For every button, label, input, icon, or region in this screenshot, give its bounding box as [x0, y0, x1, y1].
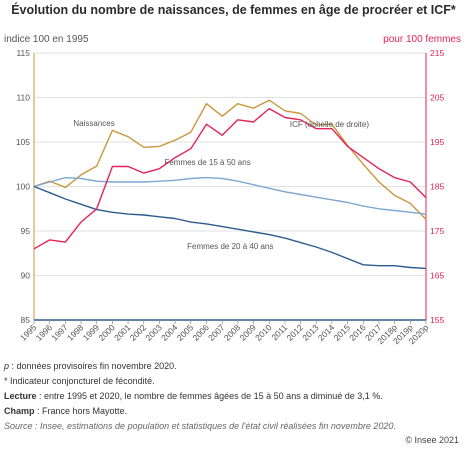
y-left-tick-label: 105 — [16, 137, 30, 147]
series-line-femmes — [33, 185, 427, 270]
y-left-tick-label: 100 — [16, 182, 30, 192]
y-right-tick-label: 205 — [430, 93, 444, 103]
y-right-tick-label: 175 — [430, 226, 444, 236]
chart-title: Évolution du nombre de naissances, de fe… — [11, 3, 456, 17]
y-right-tick-label: 215 — [430, 48, 444, 58]
y-left-tick-label: 95 — [21, 226, 31, 236]
note-provisional-symbol: p — [4, 361, 10, 371]
series-line-femmes — [33, 176, 427, 215]
note-champ-label: Champ — [4, 406, 35, 416]
right-axis-unit-label: pour 100 femmes — [383, 34, 461, 45]
note-provisional: p : données provisoires fin novembre 202… — [4, 361, 177, 371]
y-right-tick-label: 185 — [430, 182, 444, 192]
note-lecture: Lecture : entre 1995 et 2020, le nombre … — [4, 391, 383, 401]
grid-lines — [34, 52, 426, 321]
series-annotation: Femmes de 15 à 50 ans — [164, 158, 250, 167]
note-lecture-text: : entre 1995 et 2020, le nombre de femme… — [36, 391, 383, 401]
axes — [33, 53, 427, 324]
y-right-tick-label: 155 — [430, 315, 444, 325]
series-annotation: Femmes de 20 à 40 ans — [187, 242, 273, 251]
y-left-tick-label: 90 — [21, 271, 31, 281]
y-left-tick-label: 110 — [16, 93, 30, 103]
series-annotation: Naissances — [73, 119, 114, 128]
note-icf: * Indicateur conjoncturel de fécondité. — [4, 376, 155, 386]
note-lecture-label: Lecture — [4, 391, 37, 401]
left-axis-unit-label: indice 100 en 1995 — [4, 34, 89, 45]
y-left-tick-label: 85 — [21, 315, 31, 325]
note-provisional-text: : données provisoires fin novembre 2020. — [9, 361, 177, 371]
note-source: Source : Insee, estimations de populatio… — [4, 421, 396, 431]
y-left-tick-label: 115 — [16, 48, 30, 58]
x-tick-label: 2011 — [269, 322, 289, 342]
y-right-tick-label: 165 — [430, 271, 444, 281]
y-right-tick-label: 195 — [430, 137, 444, 147]
note-champ: Champ : France hors Mayotte. — [4, 406, 127, 416]
series-line-icf — [33, 107, 427, 250]
series-lines — [33, 99, 427, 270]
note-champ-text: : France hors Mayotte. — [34, 406, 128, 416]
copyright: © Insee 2021 — [405, 435, 459, 445]
series-annotations: Naissances Femmes de 15 à 50 ans Femmes de… — [73, 119, 369, 251]
series-annotation: ICF (échelle de droite) — [290, 120, 369, 129]
series-line-naissances — [33, 99, 427, 220]
